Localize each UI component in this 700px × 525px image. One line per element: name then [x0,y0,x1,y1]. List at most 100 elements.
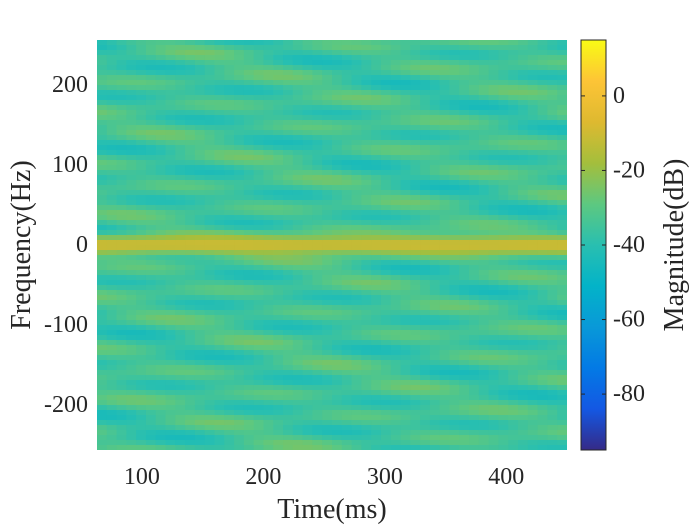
heatmap-cell [547,270,558,276]
heatmap-cell [478,225,490,231]
heatmap-cell [351,50,362,56]
heatmap-cell [243,40,255,46]
heatmap-cell [234,120,245,126]
heatmap-cell [410,420,421,426]
heatmap-cell [371,185,382,191]
heatmap-cell [126,275,137,281]
heatmap-cell [253,335,265,341]
heatmap-cell [145,245,157,251]
heatmap-cell [439,355,451,361]
heatmap-cell [263,375,274,381]
heatmap-cell [478,305,490,311]
heatmap-cell [312,425,323,431]
heatmap-cell [361,145,372,151]
heatmap-cell [322,440,333,446]
heatmap-cell [459,265,470,271]
heatmap-cell [106,440,118,446]
heatmap-cell [449,110,460,116]
heatmap-cell [136,245,147,251]
heatmap-cell [469,75,480,81]
heatmap-cell [390,300,402,306]
heatmap-cell [439,195,451,201]
heatmap-cell [361,240,372,246]
heatmap-cell [145,140,157,146]
heatmap-cell [126,370,137,376]
heatmap-cell [449,150,460,156]
heatmap-cell [322,190,333,196]
heatmap-cell [537,340,549,346]
heatmap-cell [194,45,206,51]
heatmap-cell [106,135,118,141]
heatmap-cell [498,365,509,371]
heatmap-cell [508,40,519,46]
heatmap-cell [557,285,567,291]
heatmap-cell [410,150,421,156]
heatmap-cell [449,405,460,411]
heatmap-cell [332,275,343,281]
heatmap-cell [312,315,323,321]
heatmap-cell [292,330,304,336]
heatmap-cell [390,395,402,401]
heatmap-cell [488,75,500,81]
heatmap-cell [155,290,167,296]
heatmap-cell [136,220,147,226]
heatmap-cell [136,80,147,86]
heatmap-cell [185,240,196,246]
heatmap-cell [204,175,216,181]
heatmap-cell [292,415,304,421]
heatmap-cell [283,260,294,266]
heatmap-cell [527,270,539,276]
heatmap-cell [185,425,196,431]
heatmap-cell [116,85,127,91]
heatmap-cell [214,260,225,266]
heatmap-cell [243,165,255,171]
heatmap-cell [243,150,255,156]
heatmap-cell [145,190,157,196]
heatmap-cell [527,230,539,236]
heatmap-cell [194,65,206,71]
heatmap-cell [537,115,549,121]
heatmap-cell [165,225,176,231]
heatmap-cell [273,445,284,450]
heatmap-cell [518,145,529,151]
heatmap-cell [194,385,206,391]
heatmap-cell [175,145,186,151]
heatmap-cell [106,90,118,96]
heatmap-cell [165,280,176,286]
heatmap-cell [332,125,343,131]
heatmap-cell [478,40,490,46]
heatmap-cell [204,220,216,226]
heatmap-cell [145,65,157,71]
heatmap-cell [185,200,196,206]
heatmap-cell [400,115,411,121]
heatmap-cell [312,335,323,341]
heatmap-cell [283,140,294,146]
heatmap-cell [194,40,206,46]
heatmap-cell [224,55,235,61]
heatmap-cell [518,165,529,171]
heatmap-cell [234,275,245,281]
heatmap-cell [361,200,372,206]
heatmap-cell [410,280,421,286]
heatmap-cell [478,375,490,381]
heatmap-cell [165,170,176,176]
heatmap-cell [459,330,470,336]
heatmap-cell [527,155,539,161]
heatmap-cell [400,370,411,376]
heatmap-cell [214,340,225,346]
heatmap-cell [234,235,245,241]
heatmap-cell [400,240,411,246]
heatmap-cell [498,395,509,401]
heatmap-cell [224,400,235,406]
heatmap-cell [332,55,343,61]
heatmap-cell [459,275,470,281]
heatmap-cell [253,420,265,426]
heatmap-cell [224,90,235,96]
heatmap-cell [263,355,274,361]
heatmap-cell [478,210,490,216]
heatmap-cell [537,390,549,396]
heatmap-cell [351,215,362,221]
heatmap-cell [126,240,137,246]
heatmap-cell [371,380,382,386]
heatmap-cell [322,170,333,176]
